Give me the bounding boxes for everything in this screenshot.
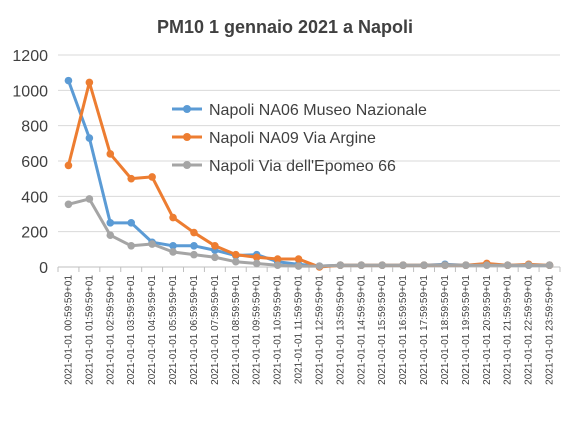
data-point xyxy=(482,261,491,270)
x-tick-label: 2021-01-01 10:59:59+01 xyxy=(273,275,284,385)
y-tick-label: 200 xyxy=(21,225,48,242)
data-point xyxy=(294,255,303,263)
data-point xyxy=(85,134,94,142)
legend-label: Napoli NA09 Via Argine xyxy=(209,130,376,147)
x-axis-ticks: 2021-01-01 00:59:59+01 2021-01-01 01:59:5… xyxy=(63,275,555,385)
y-tick-label: 1000 xyxy=(12,83,48,100)
legend: Napoli NA06 Museo Nazionale Napoli NA09 V… xyxy=(172,102,427,175)
legend-swatch-marker xyxy=(183,105,191,113)
x-tick-label: 2021-01-01 22:59:59+01 xyxy=(524,275,535,385)
data-point xyxy=(64,200,73,209)
data-point xyxy=(441,261,449,270)
data-point xyxy=(273,255,282,263)
x-tick-label: 2021-01-01 00:59:59+01 xyxy=(63,275,74,385)
legend-label: Napoli Via dell'Epomeo 66 xyxy=(209,158,396,175)
data-point xyxy=(399,261,407,270)
data-point xyxy=(64,76,73,85)
x-tick-label: 2021-01-01 20:59:59+01 xyxy=(482,275,493,385)
data-point xyxy=(169,213,177,222)
data-point xyxy=(169,242,177,250)
data-point xyxy=(85,195,94,203)
x-tick-label: 2021-01-01 08:59:59+01 xyxy=(231,275,242,385)
data-point xyxy=(524,261,533,270)
data-point xyxy=(211,242,219,250)
data-point xyxy=(64,161,73,170)
x-tick-label: 2021-01-01 11:59:59+01 xyxy=(294,275,305,385)
data-point xyxy=(378,261,387,270)
x-tick-label: 2021-01-01 07:59:59+01 xyxy=(210,275,221,385)
data-point xyxy=(106,150,115,158)
legend-item: Napoli NA06 Museo Nazionale xyxy=(172,102,427,119)
x-tick-label: 2021-01-01 19:59:59+01 xyxy=(461,275,472,385)
x-tick-label: 2021-01-01 01:59:59+01 xyxy=(84,275,95,385)
data-point xyxy=(294,262,303,270)
x-tick-label: 2021-01-01 16:59:59+01 xyxy=(398,275,409,385)
gridlines xyxy=(58,54,560,233)
data-point xyxy=(106,231,115,239)
data-point xyxy=(503,261,512,270)
x-tick-label: 2021-01-01 15:59:59+01 xyxy=(377,275,388,385)
data-point xyxy=(357,261,366,270)
x-tick-label: 2021-01-01 21:59:59+01 xyxy=(503,275,514,385)
x-tick-label: 2021-01-01 13:59:59+01 xyxy=(335,275,346,385)
series-3 xyxy=(64,195,554,270)
data-point xyxy=(462,261,470,270)
legend-swatch-marker xyxy=(183,133,191,141)
data-point xyxy=(190,250,198,259)
x-tick-label: 2021-01-01 03:59:59+01 xyxy=(126,275,137,385)
x-tick-label: 2021-01-01 14:59:59+01 xyxy=(356,275,367,385)
data-point xyxy=(190,242,198,250)
chart-title: PM10 1 gennaio 2021 a Napoli xyxy=(157,17,413,37)
data-point xyxy=(127,242,136,250)
data-point xyxy=(127,219,136,227)
data-point xyxy=(252,253,261,262)
y-tick-label: 800 xyxy=(21,119,48,136)
data-point xyxy=(85,78,94,87)
data-point xyxy=(273,261,282,270)
x-tick-label: 2021-01-01 06:59:59+01 xyxy=(189,275,200,385)
y-tick-label: 0 xyxy=(39,260,48,277)
data-point xyxy=(545,261,554,270)
data-point xyxy=(148,240,156,248)
x-tick-label: 2021-01-01 05:59:59+01 xyxy=(168,275,179,385)
data-point xyxy=(231,257,240,266)
legend-label: Napoli NA06 Museo Nazionale xyxy=(209,102,427,119)
data-point xyxy=(420,261,428,270)
y-axis-ticks: 0 200 400 600 800 1000 1200 xyxy=(12,48,48,277)
x-tick-label: 2021-01-01 18:59:59+01 xyxy=(440,275,451,385)
y-tick-label: 400 xyxy=(21,189,48,206)
x-tick-label: 2021-01-01 02:59:59+01 xyxy=(105,275,116,385)
data-point xyxy=(127,174,136,183)
data-point xyxy=(336,261,345,270)
data-point xyxy=(169,248,177,256)
x-tick-label: 2021-01-01 17:59:59+01 xyxy=(419,275,430,385)
y-tick-label: 600 xyxy=(21,154,48,171)
x-tick-label: 2021-01-01 12:59:59+01 xyxy=(314,275,325,385)
data-point xyxy=(106,219,115,227)
data-point xyxy=(190,228,198,237)
data-point xyxy=(211,253,219,262)
data-point xyxy=(148,173,156,181)
legend-swatch-marker xyxy=(183,161,191,169)
legend-item: Napoli Via dell'Epomeo 66 xyxy=(172,158,396,175)
data-point xyxy=(252,259,261,268)
legend-item: Napoli NA09 Via Argine xyxy=(172,130,376,147)
x-tick-label: 2021-01-01 04:59:59+01 xyxy=(147,275,158,385)
y-tick-label: 1200 xyxy=(12,48,48,65)
data-point xyxy=(315,262,324,270)
x-tick-label: 2021-01-01 09:59:59+01 xyxy=(252,275,263,385)
series-group xyxy=(64,76,554,271)
x-tick-label: 2021-01-01 23:59:59+01 xyxy=(545,275,556,385)
data-point xyxy=(231,250,240,259)
